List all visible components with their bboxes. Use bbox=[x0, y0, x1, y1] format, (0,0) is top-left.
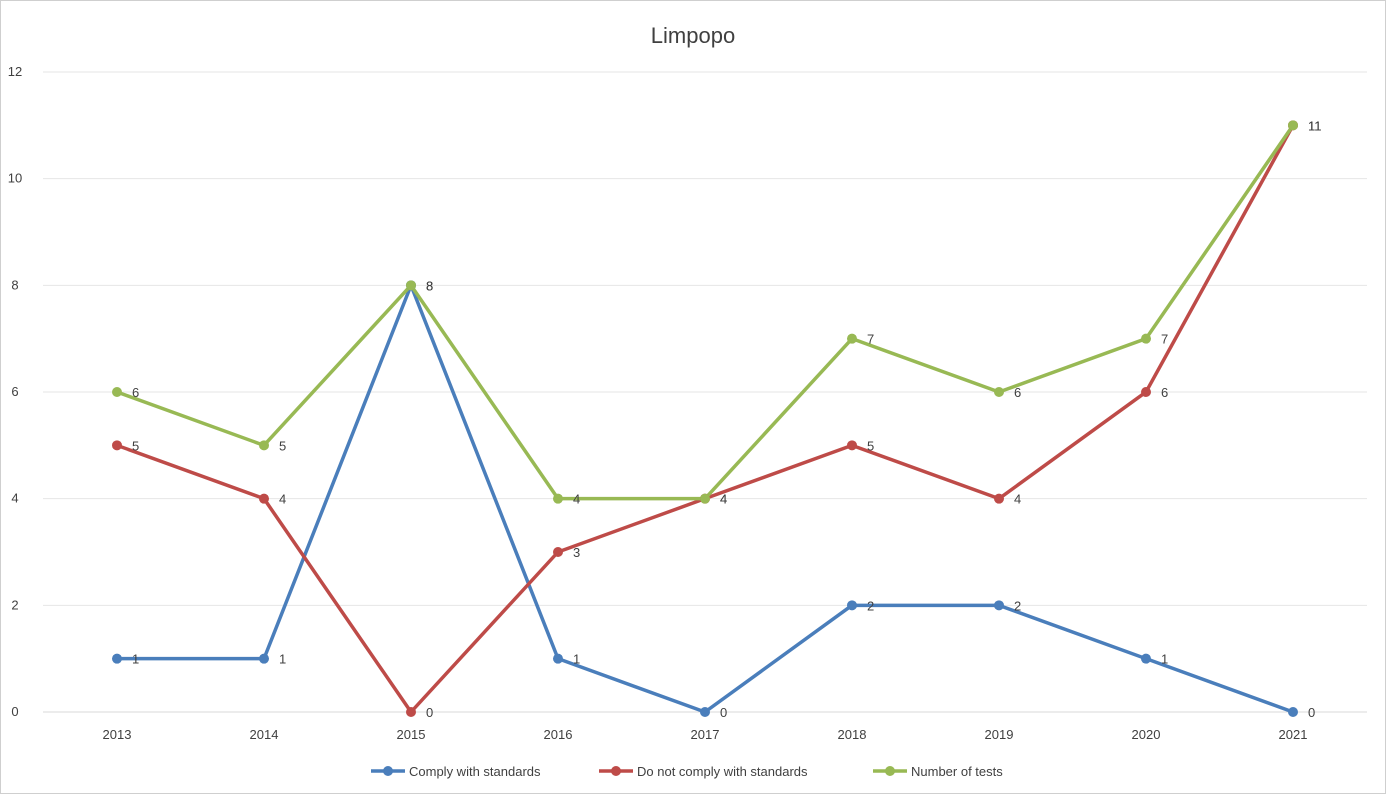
data-point bbox=[847, 440, 857, 451]
data-point bbox=[259, 493, 269, 504]
data-label: 1 bbox=[1161, 652, 1168, 667]
data-label: 7 bbox=[1161, 332, 1168, 347]
y-tick-label: 12 bbox=[8, 64, 22, 79]
data-point bbox=[700, 493, 710, 504]
data-point bbox=[847, 600, 857, 611]
series-line-1 bbox=[115, 123, 1295, 714]
x-tick-label: 2021 bbox=[1279, 727, 1308, 742]
legend-marker bbox=[885, 766, 895, 776]
data-point bbox=[553, 653, 563, 664]
data-label: 4 bbox=[1014, 492, 1021, 507]
data-label: 7 bbox=[867, 332, 874, 347]
data-label: 4 bbox=[573, 492, 580, 507]
x-tick-label: 2015 bbox=[397, 727, 426, 742]
data-point bbox=[994, 493, 1004, 504]
data-point bbox=[1141, 333, 1151, 344]
data-point bbox=[1288, 707, 1298, 717]
data-point bbox=[259, 653, 269, 664]
data-label: 1 bbox=[132, 652, 139, 667]
y-tick-label: 0 bbox=[11, 704, 18, 719]
x-tick-label: 2013 bbox=[103, 727, 132, 742]
data-point bbox=[112, 387, 122, 397]
x-axis: 2013 2014 2015 2016 2017 2018 2019 2020 2021 bbox=[103, 727, 1308, 742]
y-tick-label: 6 bbox=[11, 384, 18, 399]
data-label: 2 bbox=[867, 598, 874, 613]
data-label: 0 bbox=[720, 705, 727, 720]
legend: Comply with standards Do not comply with … bbox=[371, 764, 1003, 779]
data-point bbox=[847, 333, 857, 344]
y-axis: 0 2 4 6 8 10 12 bbox=[8, 64, 22, 719]
y-tick-label: 10 bbox=[8, 171, 22, 186]
data-label: 1 bbox=[573, 652, 580, 667]
data-label: 5 bbox=[132, 438, 139, 453]
data-point bbox=[1141, 653, 1151, 664]
data-point bbox=[994, 600, 1004, 611]
data-label: 6 bbox=[132, 385, 139, 400]
series-lines bbox=[115, 123, 1295, 714]
legend-label: Do not comply with standards bbox=[637, 764, 808, 779]
data-label: 8 bbox=[426, 278, 433, 293]
data-point bbox=[112, 653, 122, 664]
data-label: 4 bbox=[720, 492, 727, 507]
data-point bbox=[112, 440, 122, 451]
data-point bbox=[553, 547, 563, 557]
data-label: 8 bbox=[426, 278, 433, 293]
data-label: 3 bbox=[573, 545, 580, 560]
x-tick-label: 2018 bbox=[838, 727, 867, 742]
x-tick-label: 2014 bbox=[250, 727, 279, 742]
data-label: 4 bbox=[720, 492, 727, 507]
data-label: 2 bbox=[1014, 598, 1021, 613]
data-label: 6 bbox=[1161, 385, 1168, 400]
y-tick-label: 4 bbox=[11, 491, 18, 506]
data-point bbox=[1141, 387, 1151, 397]
legend-label: Number of tests bbox=[911, 764, 1003, 779]
data-label: 0 bbox=[426, 705, 433, 720]
data-label: 5 bbox=[279, 438, 286, 453]
data-label: 4 bbox=[279, 492, 286, 507]
legend-marker bbox=[611, 766, 621, 776]
y-tick-label: 8 bbox=[11, 277, 18, 292]
legend-marker bbox=[383, 766, 393, 776]
legend-label: Comply with standards bbox=[409, 764, 541, 779]
y-tick-label: 2 bbox=[11, 597, 18, 612]
data-point bbox=[700, 707, 710, 717]
x-tick-label: 2020 bbox=[1132, 727, 1161, 742]
data-point bbox=[994, 387, 1004, 397]
series-line-2 bbox=[115, 123, 1295, 501]
gridlines bbox=[43, 71, 1367, 713]
data-label: 6 bbox=[1014, 385, 1021, 400]
data-point bbox=[553, 493, 563, 504]
series-points bbox=[112, 120, 1298, 717]
x-tick-label: 2019 bbox=[985, 727, 1014, 742]
data-point bbox=[259, 440, 269, 451]
x-tick-label: 2016 bbox=[544, 727, 573, 742]
data-label: 5 bbox=[867, 438, 874, 453]
chart-title: Limpopo bbox=[651, 23, 735, 48]
data-label: 1 bbox=[279, 652, 286, 667]
x-tick-label: 2017 bbox=[691, 727, 720, 742]
data-label: 11 bbox=[1308, 118, 1322, 133]
data-label: 0 bbox=[1308, 705, 1315, 720]
data-label: 11 bbox=[1308, 118, 1322, 133]
data-point bbox=[406, 707, 416, 717]
data-point bbox=[406, 280, 416, 291]
data-point bbox=[1288, 120, 1298, 131]
